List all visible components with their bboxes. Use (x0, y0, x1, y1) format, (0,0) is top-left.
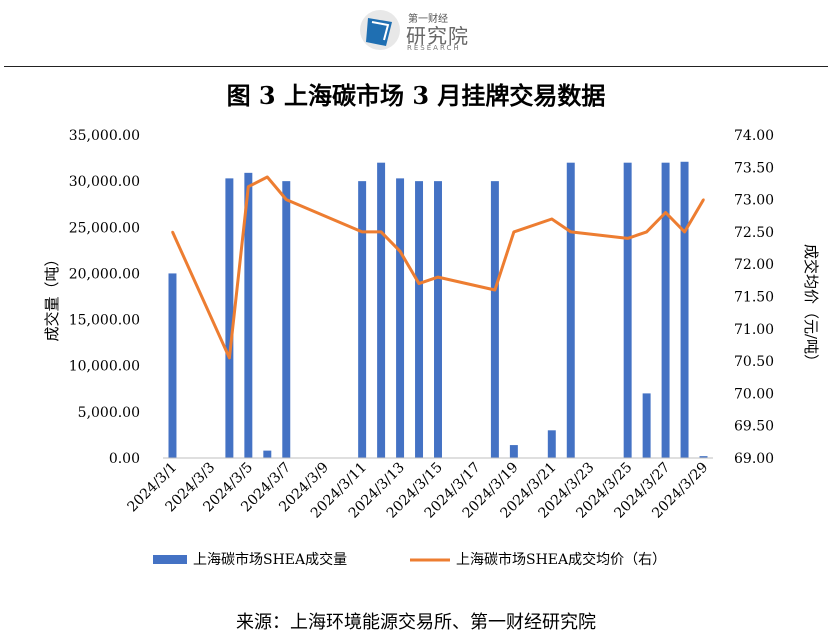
bar (490, 181, 499, 458)
bar (225, 178, 234, 459)
bar (547, 430, 556, 458)
price-point (417, 282, 421, 285)
y-right-tick-label: 74.00 (734, 128, 774, 144)
logo-text: 第一财经 (408, 14, 448, 25)
logo: 第一财经 研究院 RESEARCH (358, 4, 478, 56)
bar (415, 181, 424, 458)
logo-text: 研究院 (406, 24, 469, 48)
logo-icon (360, 10, 400, 50)
legend-label: 上海碳市场SHEA成交均价（右） (456, 551, 666, 568)
bar (377, 162, 386, 458)
bar (699, 456, 708, 458)
bar (661, 162, 670, 458)
logo-text: RESEARCH (407, 44, 461, 52)
y-tick-label: 15,000.00 (69, 313, 140, 329)
price-point (171, 230, 174, 234)
y-tick-label: 20,000.00 (69, 266, 140, 282)
bar (623, 162, 632, 458)
price-point (493, 288, 497, 292)
y-right-tick-label: 70.50 (734, 354, 774, 370)
price-point (512, 230, 516, 234)
header-divider (4, 66, 828, 67)
bar (358, 181, 367, 458)
y-right-tick-label: 73.50 (734, 160, 774, 176)
y-right-tick-label: 71.50 (734, 290, 774, 306)
bar (509, 445, 518, 458)
y-right-tick-label: 69.50 (734, 419, 774, 435)
source-note: 来源：上海环境能源交易所、第一财经研究院 (236, 612, 596, 633)
bar (168, 273, 177, 458)
y-right-tick-label: 71.00 (734, 322, 774, 338)
y-right-tick-label: 69.00 (734, 451, 774, 467)
y-right-tick-label: 72.50 (734, 225, 774, 241)
y-tick-label: 30,000.00 (69, 174, 140, 190)
price-point (626, 237, 629, 240)
bar (642, 393, 651, 458)
y-tick-label: 5,000.00 (78, 405, 140, 421)
price-point (436, 275, 440, 279)
bar (566, 162, 575, 458)
y-tick-label: 35,000.00 (69, 128, 140, 144)
price-point (664, 211, 667, 214)
legend-label: 上海碳市场SHEA成交量 (193, 551, 347, 568)
y-axis-title: 成交量（吨） (43, 251, 61, 341)
y-tick-label: 10,000.00 (69, 359, 140, 375)
price-point (550, 217, 553, 221)
price-point (645, 230, 648, 234)
bar (263, 450, 272, 458)
bar (396, 178, 405, 459)
price-point (398, 250, 402, 253)
bar (434, 181, 442, 458)
y-right-tick-label: 73.00 (734, 193, 774, 209)
price-point (228, 356, 231, 360)
y-tick-label: 0.00 (109, 451, 140, 467)
price-point (702, 198, 705, 201)
y-right-tick-label: 72.00 (734, 257, 774, 273)
y-right-tick-label: 70.00 (734, 386, 774, 402)
price-point (266, 175, 269, 179)
chart: 0.00 5,000.00 10,000.00 15,000.00 20,000.00 2… (43, 128, 820, 568)
price-point (247, 185, 250, 188)
bar (282, 181, 291, 458)
legend-bar-swatch (153, 555, 187, 564)
bar (244, 172, 253, 458)
y-right-axis-title: 成交均价（元/吨） (802, 244, 820, 369)
y-tick-label: 25,000.00 (69, 220, 140, 236)
price-point (285, 198, 288, 201)
bar (680, 161, 689, 458)
price-point (360, 230, 364, 234)
price-point (683, 230, 686, 234)
price-point (379, 230, 383, 234)
price-point (569, 230, 572, 234)
chart-title: 图 3 上海碳市场 3 月挂牌交易数据 (226, 81, 606, 110)
